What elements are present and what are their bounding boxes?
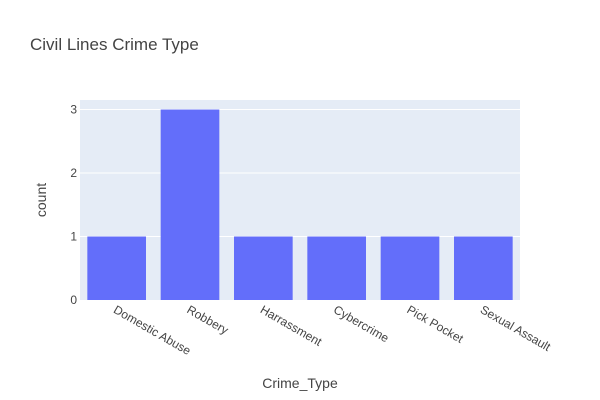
y-tick-label: 2 [70,166,77,180]
bars [87,109,513,301]
x-tick-label: Harrassment [258,302,325,349]
x-tick-label: Sexual Assault [478,302,554,354]
bar[interactable] [380,236,440,300]
y-tick-labels: 0 1 2 3 [70,103,77,307]
x-tick-label: Domestic Abuse [111,302,193,358]
bar[interactable] [234,236,293,300]
bar[interactable] [454,236,513,300]
bar[interactable] [307,236,366,300]
bar[interactable] [160,109,220,301]
y-tick-label: 3 [70,103,77,117]
bar[interactable] [87,236,146,300]
x-tick-label: Cybercrime [331,302,391,345]
grid-lines [80,109,520,238]
chart-title: Civil Lines Crime Type [30,35,199,54]
plot-area [80,100,520,300]
y-axis-title: count [33,183,49,217]
y-tick-label: 1 [70,230,77,244]
x-axis-title: Crime_Type [262,375,338,391]
x-tick-label: Pick Pocket [405,302,467,346]
y-tick-label: 0 [70,293,77,307]
x-tick-label: Robbery [185,302,231,337]
